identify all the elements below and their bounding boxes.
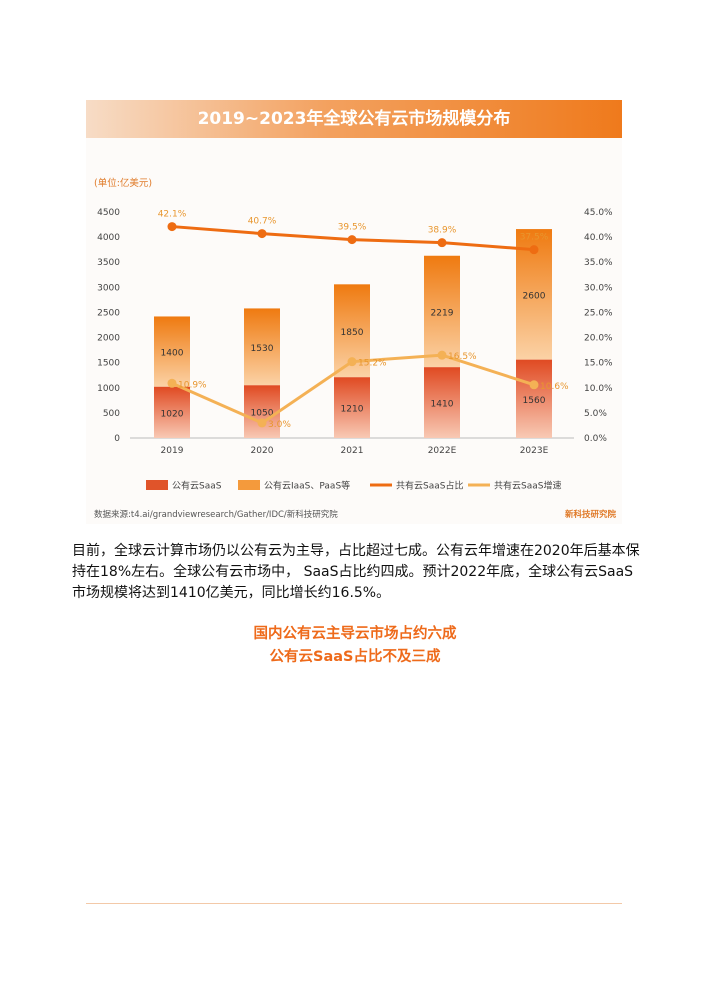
bar-saas bbox=[244, 385, 280, 438]
x-tick-label: 2020 bbox=[251, 446, 274, 456]
legend-label: 公有云SaaS bbox=[172, 480, 222, 492]
bar-iaas-paas bbox=[154, 316, 190, 387]
unit-label: (单位:亿美元) bbox=[94, 177, 152, 189]
legend-swatch bbox=[146, 480, 168, 490]
y-tick-label: 500 bbox=[103, 409, 120, 419]
bar-label-saas: 1050 bbox=[251, 409, 274, 419]
bar-label-iaas-paas: 1400 bbox=[161, 349, 184, 359]
chart-figure: 2019~2023年全球公有云市场规模分布 (单位:亿美元) 0 500 1000 15… bbox=[86, 100, 622, 524]
bar-saas bbox=[424, 367, 460, 438]
y2-tick-label: 5.0% bbox=[584, 409, 607, 419]
y-tick-label: 1500 bbox=[97, 359, 120, 369]
bar-label-saas: 1560 bbox=[523, 396, 546, 406]
footer-divider bbox=[86, 903, 622, 904]
y-tick-label: 2500 bbox=[97, 308, 120, 318]
brand-label: 新科技研究院 bbox=[564, 510, 616, 520]
bar-saas bbox=[154, 386, 190, 438]
saas-growth-data-label: 16.5% bbox=[448, 352, 477, 362]
y-tick-label: 4000 bbox=[97, 233, 120, 243]
saas-growth-data-label: 10.6% bbox=[540, 382, 569, 392]
saas-share-point bbox=[167, 222, 177, 232]
y-tick-label: 0 bbox=[114, 434, 120, 444]
bar-saas bbox=[334, 377, 370, 438]
bar-iaas-paas bbox=[424, 255, 460, 368]
section-heading-line-2: 公有云SaaS占比不及三成 bbox=[269, 649, 441, 665]
saas-share-point bbox=[437, 238, 447, 248]
saas-growth-point bbox=[257, 418, 267, 428]
bar-label-saas: 1020 bbox=[161, 409, 184, 419]
x-tick-label: 2019 bbox=[161, 446, 184, 456]
legend-label: 共有云SaaS占比 bbox=[396, 480, 463, 492]
bar-saas bbox=[516, 359, 552, 438]
saas-growth-data-label: 3.0% bbox=[268, 420, 291, 430]
saas-share-data-label: 39.5% bbox=[338, 223, 367, 233]
chart-title: 2019~2023年全球公有云市场规模分布 bbox=[197, 109, 511, 129]
legend-swatch bbox=[238, 480, 260, 490]
y2-tick-label: 45.0% bbox=[584, 208, 613, 218]
saas-share-data-label: 42.1% bbox=[158, 210, 187, 220]
saas-growth-data-label: 15.2% bbox=[358, 359, 387, 369]
y-tick-label: 2000 bbox=[97, 334, 120, 344]
bar-label-iaas-paas: 2219 bbox=[431, 308, 454, 318]
y2-tick-label: 0.0% bbox=[584, 434, 607, 444]
bar-label-saas: 1410 bbox=[431, 400, 454, 410]
bar-label-iaas-paas: 2600 bbox=[523, 291, 546, 301]
y-tick-label: 3000 bbox=[97, 283, 120, 293]
data-source-note: 数据来源:t4.ai/grandviewresearch/Gather/IDC/… bbox=[94, 510, 338, 520]
saas-share-point bbox=[529, 245, 539, 255]
x-tick-label: 2022E bbox=[428, 446, 457, 456]
body-paragraph: 目前，全球云计算市场仍以公有云为主导，占比超过七成。公有云年增速在2020年后基… bbox=[72, 543, 640, 601]
y2-tick-label: 10.0% bbox=[584, 384, 613, 394]
combo-chart: (单位:亿美元) 0 500 1000 1500 2000 2500 3000 3500 4000… bbox=[94, 177, 613, 492]
y2-tick-label: 25.0% bbox=[584, 308, 613, 318]
saas-share-point bbox=[347, 235, 357, 245]
x-tick-label: 2021 bbox=[341, 446, 364, 456]
saas-share-data-label: 37.5% bbox=[520, 233, 549, 243]
saas-growth-point bbox=[167, 378, 177, 388]
saas-share-data-label: 40.7% bbox=[248, 217, 277, 227]
saas-share-point bbox=[257, 229, 267, 239]
y-tick-label: 1000 bbox=[97, 384, 120, 394]
y2-tick-label: 15.0% bbox=[584, 359, 613, 369]
x-tick-label: 2023E bbox=[520, 446, 549, 456]
chart-title-banner bbox=[86, 100, 622, 138]
bar-label-saas: 1210 bbox=[341, 405, 364, 415]
y2-tick-label: 20.0% bbox=[584, 334, 613, 344]
bar-label-iaas-paas: 1530 bbox=[251, 344, 274, 354]
saas-growth-point bbox=[347, 357, 357, 367]
saas-share-data-label: 38.9% bbox=[428, 226, 457, 236]
y2-tick-label: 30.0% bbox=[584, 283, 613, 293]
saas-growth-data-label: 10.9% bbox=[178, 380, 207, 390]
y2-tick-label: 35.0% bbox=[584, 258, 613, 268]
y-tick-label: 3500 bbox=[97, 258, 120, 268]
y-tick-label: 4500 bbox=[97, 208, 120, 218]
legend-label: 公有云IaaS、PaaS等 bbox=[264, 480, 350, 492]
saas-growth-point bbox=[437, 350, 447, 360]
bar-iaas-paas bbox=[244, 308, 280, 386]
saas-growth-point bbox=[529, 380, 539, 390]
y2-tick-label: 40.0% bbox=[584, 233, 613, 243]
section-heading-line-1: 国内公有云主导云市场占约六成 bbox=[253, 626, 457, 642]
legend-label: 共有云SaaS增速 bbox=[494, 480, 561, 492]
bar-label-iaas-paas: 1850 bbox=[341, 328, 364, 338]
